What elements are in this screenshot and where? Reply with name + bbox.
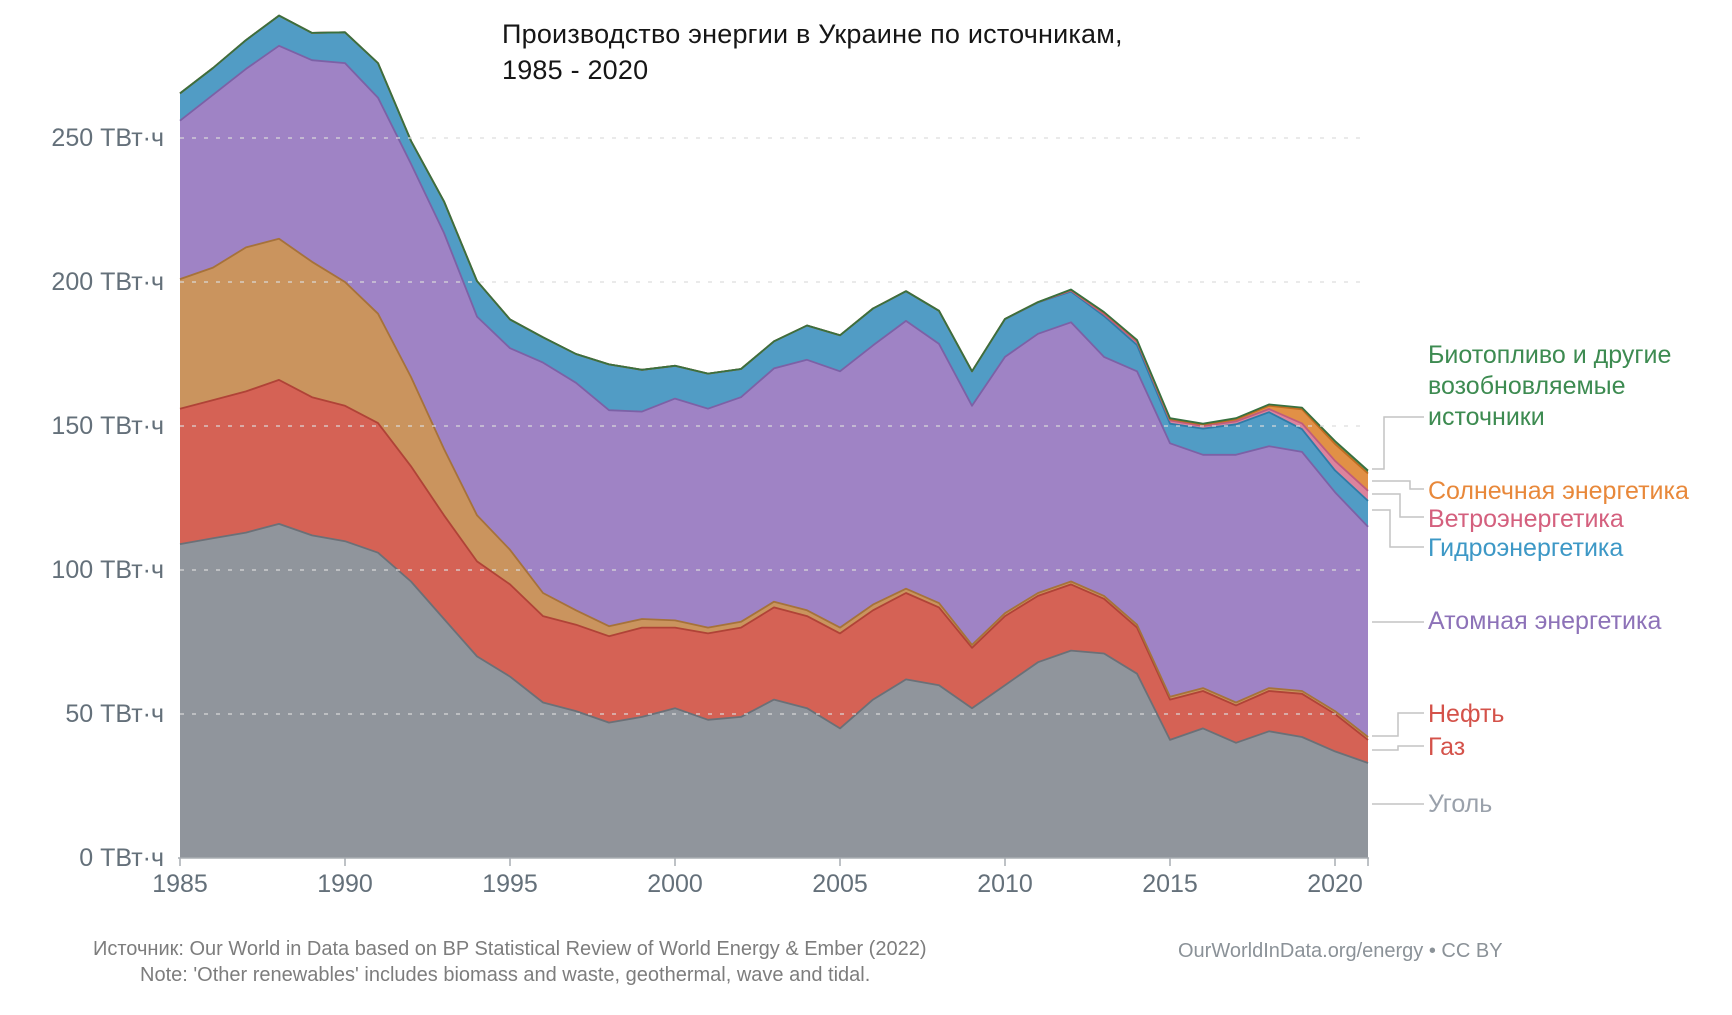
y-tick-label: 100 ТВт·ч	[51, 556, 164, 584]
chart-title-line2: 1985 - 2020	[502, 55, 649, 85]
x-tick-label: 1995	[482, 870, 538, 898]
legend-item-gas: Газ	[1428, 733, 1466, 761]
legend-item-coal: Уголь	[1428, 790, 1493, 818]
area-border-oil	[179, 237, 1369, 738]
area-coal	[180, 523, 1368, 858]
footnote: Note: 'Other renewables' includes biomas…	[140, 964, 871, 986]
legend-connector-oil	[1372, 712, 1424, 737]
y-tick-label: 250 ТВт·ч	[51, 124, 164, 152]
x-tick-label: 2005	[812, 870, 868, 898]
x-tick-label: 2015	[1142, 870, 1198, 898]
y-tick-label: 0 ТВт·ч	[79, 844, 164, 872]
area-border-coal	[179, 523, 1369, 764]
x-tick-label: 1985	[152, 870, 208, 898]
x-tick-label: 1990	[317, 870, 373, 898]
y-tick-label: 50 ТВт·ч	[65, 700, 164, 728]
legend-item-bio: Биотопливо и другие возобновляемые источ…	[1428, 341, 1672, 431]
area-border-nuclear	[179, 44, 1369, 528]
y-tick-label: 150 ТВт·ч	[51, 412, 164, 440]
legend-connector-gas	[1372, 745, 1424, 751]
legend-item-hydro: Гидроэнергетика	[1428, 534, 1624, 562]
legend-connector-wind	[1372, 493, 1424, 518]
area-border-bio	[179, 14, 1369, 472]
x-tick-label: 2010	[977, 870, 1033, 898]
legend-item-wind: Ветроэнергетика	[1428, 505, 1624, 533]
area-border-gas	[179, 378, 1369, 741]
legend-item-nuclear: Атомная энергетика	[1428, 607, 1662, 635]
chart-title: Производство энергии в Украине по источн…	[502, 16, 1222, 88]
legend-connector-hydro	[1372, 509, 1424, 548]
legend-item-solar: Солнечная энергетика	[1428, 477, 1689, 505]
legend-connector-solar	[1372, 480, 1424, 490]
y-tick-label: 200 ТВт·ч	[51, 268, 164, 296]
legend-connector-bio	[1372, 416, 1424, 470]
area-gas	[180, 379, 1368, 763]
x-tick-label: 2000	[647, 870, 703, 898]
source-note: Источник: Our World in Data based on BP …	[93, 938, 927, 960]
area-oil	[180, 238, 1368, 740]
legend-item-oil: Нефть	[1428, 700, 1505, 728]
attribution: OurWorldInData.org/energy • CC BY	[1178, 940, 1503, 962]
chart-title-line1: Производство энергии в Украине по источн…	[502, 19, 1123, 49]
area-nuclear	[180, 45, 1368, 738]
x-tick-label: 2020	[1307, 870, 1363, 898]
